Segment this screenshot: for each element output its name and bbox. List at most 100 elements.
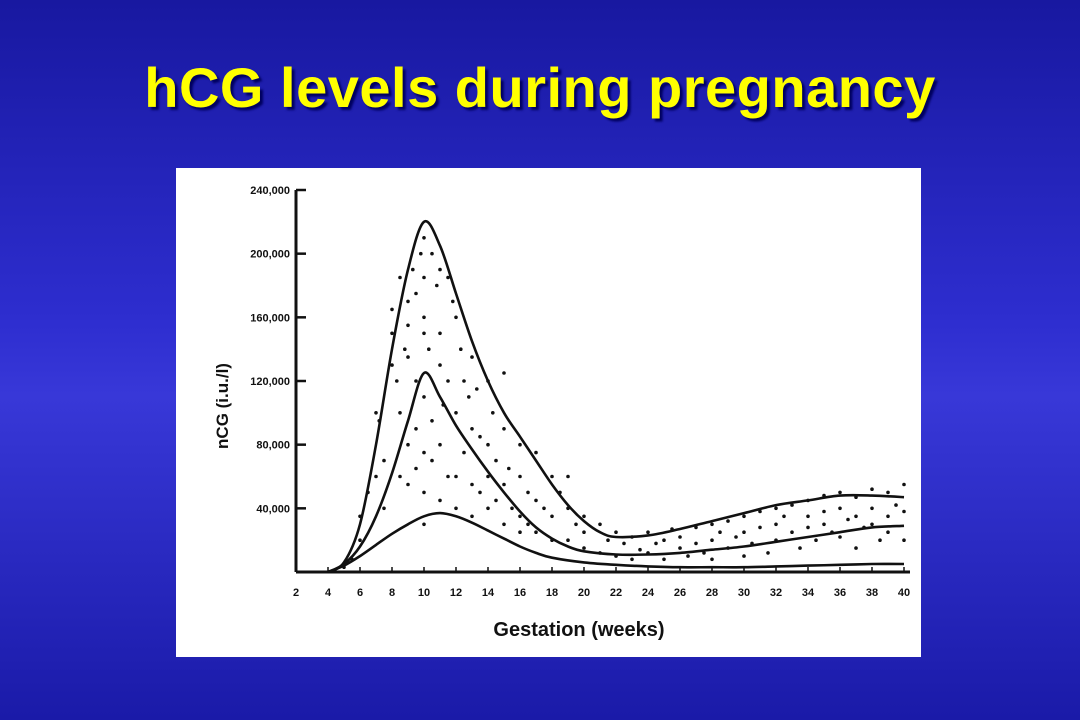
x-tick-label: 8 [389,587,395,599]
data-point [398,275,402,280]
x-tick-label: 38 [866,587,878,599]
data-point [454,506,458,511]
x-tick-label: 18 [546,587,558,599]
fit-lines [327,219,905,574]
data-point [502,371,506,375]
data-point [886,514,890,519]
data-point [374,411,378,415]
data-point [467,395,471,399]
data-point [395,379,399,383]
x-tick-label: 40 [898,587,910,599]
data-point [454,474,458,479]
data-point [814,538,818,542]
data-point [718,530,722,534]
data-point [406,299,410,304]
x-tick-label: 10 [418,587,430,599]
data-point [422,236,426,240]
x-tick-label: 20 [578,587,590,599]
data-point [902,509,906,514]
data-point [678,546,682,550]
y-tick-label: 80,000 [256,440,290,452]
data-point [582,530,586,534]
data-point [574,522,578,527]
data-point [526,490,530,495]
data-point [766,551,770,555]
data-point [430,251,434,256]
data-point [486,506,490,511]
data-point [854,514,858,519]
data-point [478,434,482,439]
data-point [878,538,882,542]
data-point [406,323,410,328]
x-tick-label: 12 [450,587,462,599]
data-point [382,458,386,463]
data-point [491,411,495,415]
data-point [734,535,738,539]
data-point [870,506,874,511]
data-point [782,514,786,519]
data-point [430,458,434,463]
data-point [502,482,506,487]
data-point [894,503,898,507]
data-point [422,522,426,527]
data-point [470,514,474,519]
data-point [854,546,858,550]
data-point [654,541,658,546]
x-tick-label: 2 [293,587,299,599]
x-tick-label: 32 [770,587,782,599]
data-point [419,251,423,256]
x-tick-label: 28 [706,587,718,599]
data-point [438,498,442,503]
data-point [630,557,634,562]
data-point [710,522,714,527]
data-point [806,525,810,530]
x-tick-label: 26 [674,587,686,599]
data-point [822,522,826,527]
data-point [438,267,442,272]
data-point [486,474,490,479]
tick-labels: 40,000 80,000 120,000 160,000 200,000 240,000… [250,185,910,599]
data-point [694,541,698,546]
data-point [566,538,570,542]
data-point [622,541,626,546]
data-point [374,474,378,479]
data-point [470,427,474,431]
data-point [462,450,466,455]
data-point [790,530,794,534]
data-point [614,530,618,534]
data-point [550,474,554,479]
data-point [638,547,642,552]
data-point [494,458,498,463]
y-tick-label: 160,000 [250,312,290,324]
data-point [446,275,450,280]
data-point [710,557,714,562]
data-point [446,474,450,479]
x-tick-label: 36 [834,587,846,599]
data-point [398,474,402,479]
data-point [582,546,586,550]
data-point [518,514,522,519]
data-point [451,299,455,304]
data-point [494,498,498,503]
data-point [790,503,794,507]
x-tick-label: 14 [482,587,495,599]
data-point [411,267,415,272]
x-tick-label: 34 [802,587,815,599]
data-point [550,514,554,519]
data-point [398,411,402,415]
data-point [662,538,666,542]
data-point [774,522,778,527]
data-point [710,538,714,542]
data-point [758,525,762,530]
data-point [846,517,850,522]
data-point [518,442,522,447]
data-point [798,546,802,550]
data-point [582,514,586,519]
data-point [838,490,842,495]
x-tick-label: 16 [514,587,526,599]
x-tick-label: 30 [738,587,750,599]
data-point [414,427,418,431]
data-point [486,442,490,447]
data-point [886,490,890,495]
data-point [742,514,746,519]
